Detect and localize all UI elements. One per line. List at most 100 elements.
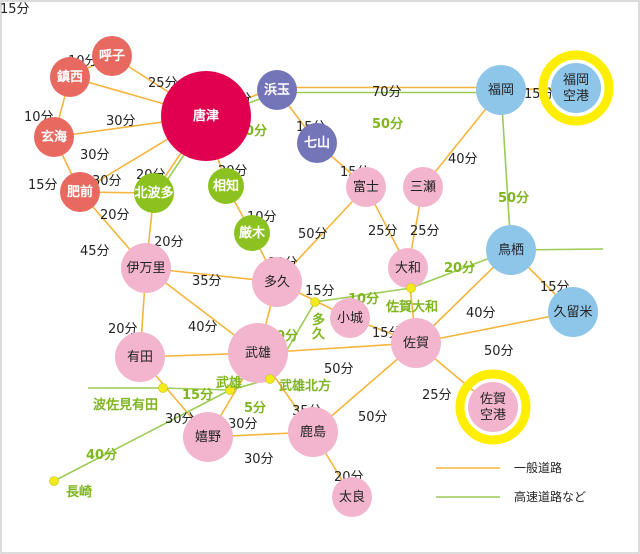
station-label: 伊万里 — [126, 261, 165, 276]
station-circle — [346, 167, 386, 207]
station-circle — [403, 167, 443, 207]
station-circle — [548, 287, 598, 337]
station-tara[interactable]: 太良 — [332, 477, 372, 517]
station-karatsu[interactable]: 唐津 — [161, 71, 251, 161]
station-kyuragi[interactable]: 厳木 — [234, 215, 270, 251]
station-takeo[interactable]: 武雄 — [228, 323, 288, 383]
interchange-takeo_kitagata[interactable] — [265, 374, 275, 384]
station-fuji[interactable]: 富士 — [346, 167, 386, 207]
travel-time-label: 25分 — [368, 224, 398, 239]
interchange-saga_yamato[interactable] — [406, 283, 416, 293]
station-circle — [391, 318, 441, 368]
station-label: 鎮西 — [57, 69, 83, 85]
station-chinzei[interactable]: 鎮西 — [50, 57, 90, 97]
travel-time-label: 30分 — [244, 452, 274, 467]
station-label: 三瀬 — [410, 180, 436, 195]
travel-time-label: 30分 — [228, 417, 258, 432]
station-circle — [476, 65, 526, 115]
taku-ic-time-label: 15分 — [305, 284, 335, 299]
station-circle — [297, 123, 337, 163]
station-circle — [288, 407, 338, 457]
station-yamato[interactable]: 大和 — [388, 248, 428, 288]
station-taku[interactable]: 多久 — [252, 257, 302, 307]
station-ouchi[interactable]: 相知 — [208, 168, 244, 204]
station-circle — [468, 382, 518, 432]
station-ureshino[interactable]: 嬉野 — [183, 412, 233, 462]
station-label: 小城 — [337, 311, 363, 326]
interchange-takeo_ic[interactable] — [225, 385, 235, 395]
station-circle — [252, 257, 302, 307]
station-arita[interactable]: 有田 — [115, 332, 165, 382]
station-mitsuse[interactable]: 三瀬 — [403, 167, 443, 207]
station-imari[interactable]: 伊万里 — [121, 243, 171, 293]
travel-time-label: 20分 — [100, 208, 130, 223]
travel-time-label: 15分 — [0, 2, 30, 17]
station-fukuoka[interactable]: 福岡 — [476, 65, 526, 115]
expressway-time-label: 40分 — [86, 447, 117, 463]
interchange-taku_ic[interactable] — [310, 297, 320, 307]
station-label: 富士 — [353, 179, 379, 195]
expressway-time-label: 20分 — [444, 260, 475, 276]
station-label: 浜玉 — [264, 82, 290, 98]
station-circle — [228, 323, 288, 383]
station-circle — [60, 172, 100, 212]
travel-time-label: 50分 — [324, 362, 354, 377]
expressway-time-label: 5分 — [244, 400, 266, 416]
station-label: 厳木 — [239, 225, 266, 241]
travel-time-label: 50分 — [484, 344, 514, 359]
station-label: 鹿島 — [300, 424, 326, 440]
station-kashima[interactable]: 鹿島 — [288, 407, 338, 457]
station-hamatama[interactable]: 浜玉 — [257, 70, 297, 110]
expressway-time-label: 15分 — [182, 387, 213, 403]
station-kurume[interactable]: 久留米 — [548, 287, 598, 337]
station-circle — [92, 36, 132, 76]
station-circle — [234, 215, 270, 251]
edge-kurume-saga — [415, 311, 574, 344]
travel-time-label: 35分 — [192, 274, 222, 289]
station-genkai[interactable]: 玄海 — [34, 117, 74, 157]
airport-ring — [455, 369, 531, 445]
station-saga[interactable]: 佐賀 — [391, 318, 441, 368]
station-circle — [183, 412, 233, 462]
station-label: 鳥栖 — [498, 243, 524, 258]
station-label: 肥前 — [67, 184, 93, 200]
travel-time-label: 30分 — [92, 174, 122, 189]
station-label: 唐津 — [193, 108, 219, 124]
interchange-nagasaki[interactable] — [49, 476, 59, 486]
station-kitahata[interactable]: 北波多 — [134, 173, 174, 213]
legend: 一般道路 高速道路など — [436, 460, 586, 504]
travel-time-label: 30分 — [80, 148, 110, 163]
station-circle — [208, 168, 244, 204]
station-label: 多久 — [264, 274, 290, 290]
expressway-hasami_arita-takeo_ic — [162, 387, 231, 391]
station-tosu[interactable]: 鳥栖 — [486, 225, 536, 275]
station-hizen[interactable]: 肥前 — [60, 172, 100, 212]
station-nanayama[interactable]: 七山 — [297, 123, 337, 163]
interchange-label: 武雄 — [216, 375, 242, 391]
station-label: 相知 — [213, 178, 239, 194]
station-label: 福岡空港 — [563, 73, 589, 104]
travel-time-label: 25分 — [148, 76, 178, 91]
interchange-label: 多久 — [312, 312, 326, 342]
interchange-hasami_arita[interactable] — [158, 383, 168, 393]
travel-time-label: 25分 — [410, 224, 440, 239]
station-circle — [388, 248, 428, 288]
travel-time-label: 70分 — [372, 85, 402, 100]
station-fukuoka_airport[interactable]: 福岡空港 — [538, 50, 614, 126]
station-ogi[interactable]: 小城 — [330, 298, 370, 338]
station-saga_airport[interactable]: 佐賀空港 — [455, 369, 531, 445]
travel-time-label: 25分 — [422, 388, 452, 403]
travel-time-label: 50分 — [372, 116, 403, 132]
interchange-label: 武雄北方 — [279, 378, 331, 394]
station-label: 玄海 — [41, 129, 67, 145]
legend-road-label: 一般道路 — [514, 460, 562, 475]
station-circle — [134, 173, 174, 213]
station-label: 福岡 — [488, 83, 514, 98]
travel-time-label: 15分 — [28, 178, 58, 193]
station-label: 佐賀空港 — [480, 392, 506, 423]
station-yobuko[interactable]: 呼子 — [92, 36, 132, 76]
station-circle — [50, 57, 90, 97]
